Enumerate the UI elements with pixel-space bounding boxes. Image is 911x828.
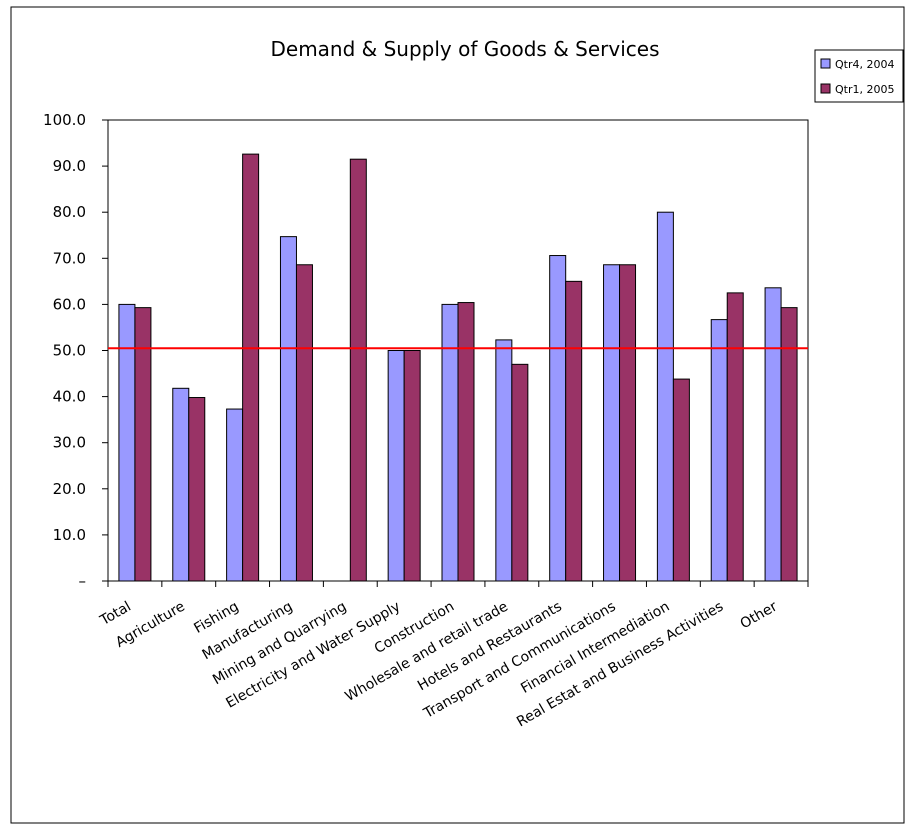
bar-construction-qtr4-2004	[441, 303, 459, 582]
bar-total-qtr1-2005	[134, 307, 152, 582]
bar-fishing-qtr4-2004	[226, 408, 244, 582]
bar-manufacturing-qtr1-2005	[295, 264, 313, 582]
y-tick-label: 40.0	[53, 388, 86, 406]
bar-fishing-qtr1-2005	[242, 153, 260, 582]
bar-agriculture-qtr1-2005	[188, 397, 206, 582]
y-tick-label: 90.0	[53, 157, 86, 175]
bar-group	[107, 153, 809, 587]
bar-financial-intermediation-qtr1-2005	[672, 378, 690, 582]
bar-mining-and-quarrying-qtr1-2005	[349, 158, 367, 582]
bar-financial-intermediation-qtr4-2004	[656, 211, 674, 582]
y-tick-label: –	[79, 572, 87, 590]
bar-manufacturing-qtr4-2004	[279, 236, 297, 582]
bar-electricity-and-water-supply-qtr1-2005	[403, 350, 421, 582]
bar-real-estat-and-business-activities-qtr4-2004	[710, 319, 728, 582]
bar-transport-and-communications-qtr4-2004	[603, 264, 621, 582]
bar-real-estat-and-business-activities-qtr1-2005	[726, 292, 744, 582]
bar-transport-and-communications-qtr1-2005	[619, 264, 637, 582]
bar-electricity-and-water-supply-qtr4-2004	[387, 350, 405, 582]
bar-wholesale-and-retail-trade-qtr1-2005	[511, 363, 529, 582]
y-tick-label: 70.0	[53, 249, 86, 267]
bar-agriculture-qtr4-2004	[172, 387, 190, 582]
y-tick-label: 30.0	[53, 434, 86, 452]
legend-swatch-qtr1-2005	[820, 83, 831, 94]
y-tick-label: 80.0	[53, 203, 86, 221]
y-tick-label: 50.0	[53, 342, 86, 360]
y-axis-ticks: – 10.0 20.0 30.0 40.0 50.0 60.0 70.0 80.0 90.0 100…	[43, 111, 108, 590]
legend-label-qtr1-2005: Qtr1, 2005	[835, 83, 894, 96]
chart-title: Demand & Supply of Goods & Services	[270, 37, 659, 61]
bar-construction-qtr1-2005	[457, 302, 475, 582]
y-tick-label: 60.0	[53, 295, 86, 313]
legend: Qtr4, 2004 Qtr1, 2005	[814, 49, 904, 103]
legend-swatch-qtr4-2004	[820, 58, 831, 69]
bar-other-qtr4-2004	[764, 287, 782, 582]
bar-total-qtr4-2004	[118, 303, 136, 582]
y-tick-label: 100.0	[43, 111, 86, 129]
bar-hotels-and-restaurants-qtr1-2005	[565, 280, 583, 582]
bar-hotels-and-restaurants-qtr4-2004	[549, 255, 567, 582]
bar-wholesale-and-retail-trade-qtr4-2004	[495, 339, 513, 582]
bar-other-qtr1-2005	[780, 307, 798, 582]
y-tick-label: 20.0	[53, 480, 86, 498]
legend-label-qtr4-2004: Qtr4, 2004	[835, 58, 894, 71]
y-tick-label: 10.0	[53, 526, 86, 544]
